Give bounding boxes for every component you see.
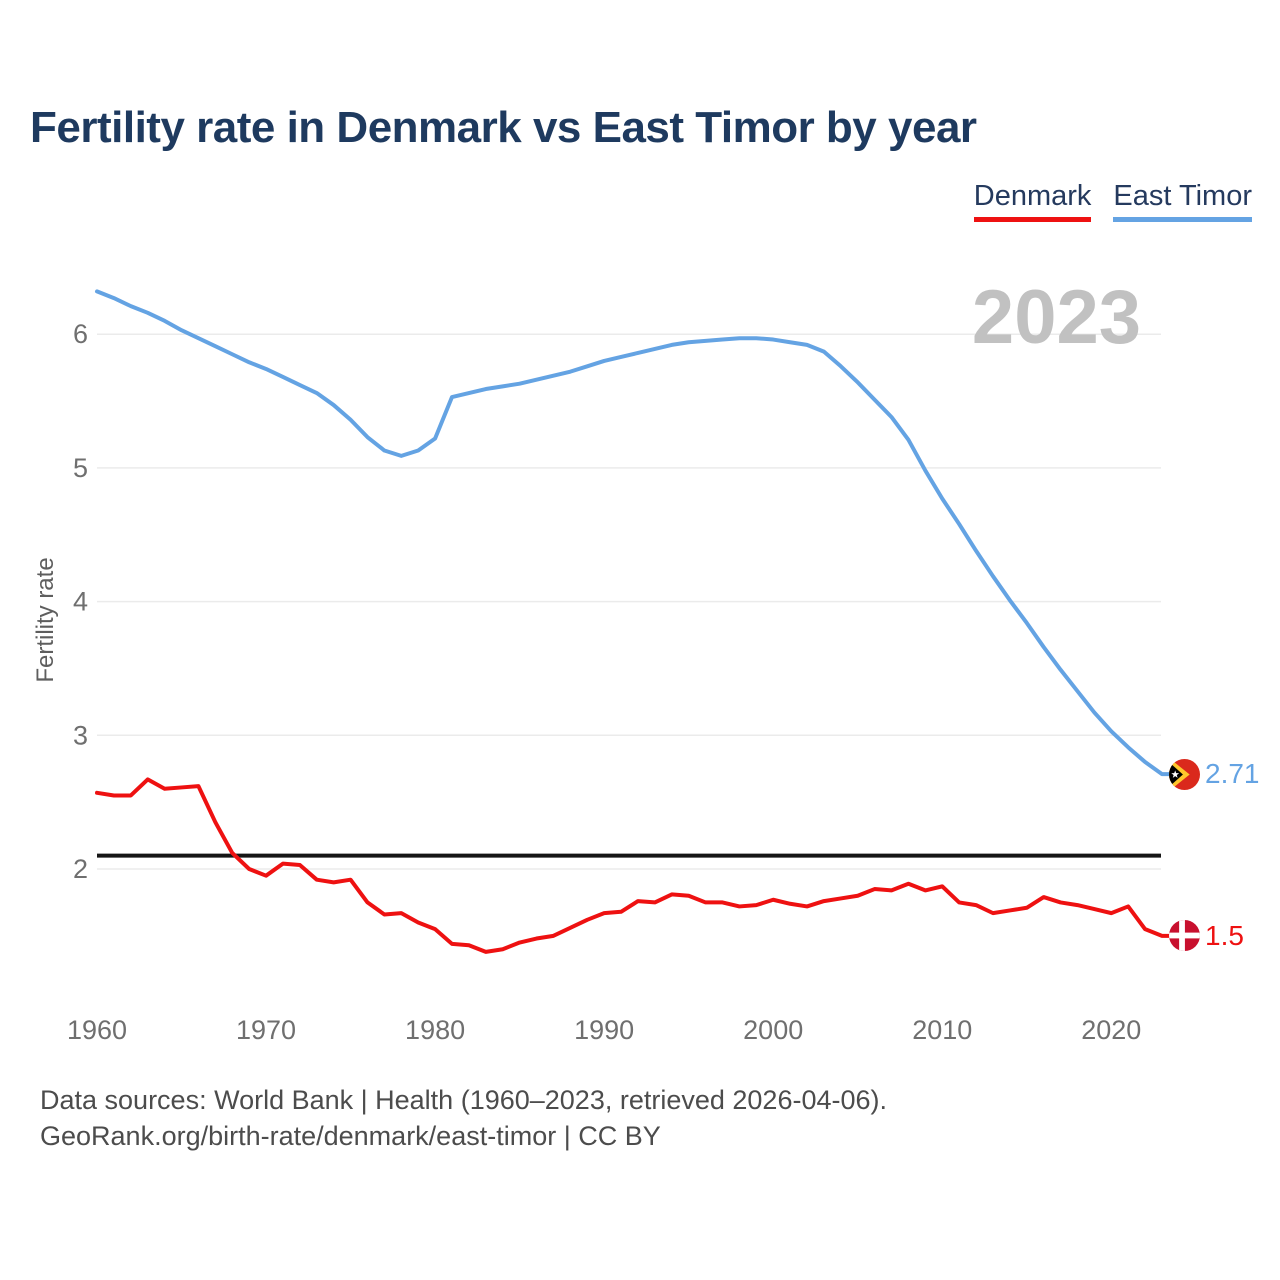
chart-legend: Denmark East Timor <box>973 180 1252 222</box>
legend-item-east-timor[interactable]: East Timor <box>1113 180 1252 222</box>
legend-label-east-timor: East Timor <box>1113 180 1252 212</box>
east-timor-flag-icon <box>1168 758 1200 790</box>
year-watermark: 2023 <box>972 275 1141 360</box>
y-tick-label: 6 <box>73 319 88 349</box>
y-tick-label: 3 <box>73 720 88 750</box>
x-tick-label: 1990 <box>574 1015 634 1045</box>
footer-attribution-line: GeoRank.org/birth-rate/denmark/east-timo… <box>40 1121 661 1151</box>
denmark-flag-icon <box>1168 920 1200 952</box>
x-tick-label: 2010 <box>912 1015 972 1045</box>
footer-sources-line: Data sources: World Bank | Health (1960–… <box>40 1085 887 1115</box>
y-tick-label: 5 <box>73 453 88 483</box>
x-tick-label: 2020 <box>1081 1015 1141 1045</box>
east-timor-line <box>95 289 1172 777</box>
x-tick-label: 1980 <box>405 1015 465 1045</box>
legend-item-denmark[interactable]: Denmark <box>973 180 1092 222</box>
y-tick-label: 2 <box>73 854 88 884</box>
data-source-footer: Data sources: World Bank | Health (1960–… <box>40 1082 887 1154</box>
x-tick-label: 1960 <box>67 1015 127 1045</box>
x-tick-label: 1970 <box>236 1015 296 1045</box>
denmark-end-value: 1.5 <box>1205 919 1244 951</box>
y-tick-label: 4 <box>73 587 88 617</box>
y-axis-title: Fertility rate <box>32 557 59 683</box>
legend-label-denmark: Denmark <box>973 180 1092 212</box>
denmark-line <box>95 777 1172 954</box>
x-tick-label: 2000 <box>743 1015 803 1045</box>
east-timor-end-value: 2.71 <box>1205 758 1260 790</box>
page-title: Fertility rate in Denmark vs East Timor … <box>30 103 977 152</box>
